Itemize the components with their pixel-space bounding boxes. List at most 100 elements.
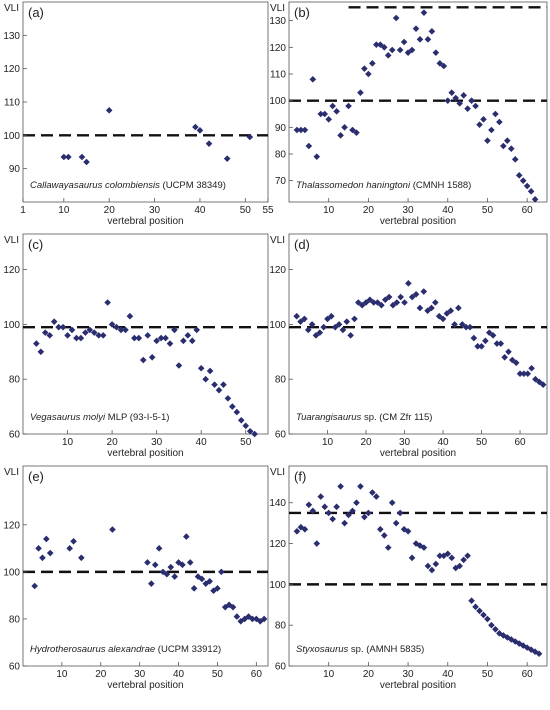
data-point (435, 312, 443, 320)
data-point (380, 44, 388, 51)
data-point (105, 107, 113, 114)
specimen-id: sp. (AMNH 5835) (348, 644, 424, 655)
x-tick-label: 60 (251, 669, 263, 680)
data-point (388, 499, 396, 507)
data-point (70, 537, 77, 545)
y-tick-label: 120 (3, 265, 20, 276)
data-point (78, 554, 85, 562)
data-point (424, 36, 432, 43)
specimen-id: (UCPM 33912) (155, 644, 221, 655)
x-tick-label: 20 (363, 669, 375, 680)
data-point (37, 348, 45, 356)
data-point (317, 493, 325, 500)
x-tick-label: 60 (514, 437, 526, 448)
data-point (321, 503, 329, 511)
data-point (349, 507, 356, 515)
data-point (451, 321, 458, 328)
data-point (524, 370, 532, 378)
data-point (478, 343, 485, 350)
y-tick-label: 110 (270, 70, 286, 81)
data-point (365, 509, 372, 517)
data-point (470, 334, 478, 342)
y-tick-label: 60 (275, 430, 287, 441)
x-tick-label: 60 (522, 205, 534, 216)
data-point (237, 417, 245, 424)
specimen-id: (UCPM 38349) (160, 180, 226, 191)
data-point (443, 310, 451, 317)
y-axis-label: VLI (270, 3, 285, 14)
data-point (404, 528, 412, 535)
data-point (416, 304, 424, 312)
y-axis-label: VLI (4, 467, 19, 478)
data-point (532, 375, 539, 383)
data-point (480, 116, 487, 123)
data-point (175, 362, 183, 369)
data-point (376, 525, 384, 533)
data-point (468, 597, 475, 604)
data-point (420, 544, 428, 551)
data-point (501, 353, 508, 361)
data-point (305, 501, 313, 509)
specimen-id: sp. (CM Zfr 115) (361, 412, 432, 423)
y-tick-label: 60 (9, 430, 21, 441)
x-tick-label: 50 (240, 437, 252, 448)
data-point (108, 321, 116, 328)
chart-panel-4: 60 80 100 120 10 20 30 40 50 60 VLI vertebral posit… (269, 233, 548, 459)
x-tick-label: 20 (107, 437, 119, 448)
y-tick-label: 70 (275, 176, 287, 187)
data-point (83, 158, 90, 166)
data-point (408, 46, 416, 54)
data-point (362, 299, 370, 306)
chart-panel-3: 60 80 100 120 10 20 30 40 50 VLI vertebral positio… (3, 233, 269, 459)
data-point (46, 332, 54, 339)
y-tick-label: 80 (9, 614, 21, 625)
y-tick-label: 120 (269, 539, 286, 550)
chart-panel-6: 60 80 100 120 140 10 20 30 40 50 60 VLI vertebral po… (269, 465, 548, 691)
data-point (462, 323, 470, 331)
data-point (251, 430, 258, 438)
data-point (337, 132, 344, 139)
data-point (211, 381, 218, 388)
data-point (131, 334, 138, 342)
data-point (329, 515, 336, 523)
data-point (122, 326, 129, 334)
data-point (293, 312, 301, 320)
x-tick-label: 20 (363, 205, 375, 216)
data-point (333, 503, 340, 511)
data-point (515, 172, 523, 179)
data-point (321, 110, 329, 118)
data-point (361, 65, 368, 72)
data-point (293, 528, 301, 535)
y-axis-label: VLI (4, 3, 19, 14)
data-point (404, 49, 412, 56)
data-point (432, 560, 440, 568)
species-name: Vegasaurus molyi (30, 412, 106, 423)
data-point (313, 153, 321, 160)
y-tick-label: 100 (3, 320, 20, 331)
data-point (324, 315, 331, 323)
data-point (31, 582, 38, 590)
data-point (345, 102, 352, 110)
data-point (440, 62, 448, 70)
data-point (496, 630, 503, 637)
data-point (388, 46, 396, 54)
data-point (527, 646, 535, 653)
data-point (297, 126, 305, 134)
y-tick-label: 90 (275, 123, 287, 134)
panel-label: (e) (28, 469, 44, 484)
data-point (104, 299, 111, 306)
x-axis-label: vertebral position (380, 216, 456, 227)
x-tick-label: 20 (360, 437, 372, 448)
data-point (458, 321, 466, 328)
data-point (528, 364, 535, 372)
data-point (349, 126, 356, 134)
data-point (447, 307, 455, 315)
data-point (365, 70, 372, 78)
x-tick-label: 10 (58, 205, 70, 216)
data-point (428, 566, 436, 574)
x-axis-label: vertebral position (380, 680, 456, 691)
data-point (401, 299, 408, 306)
y-tick-label: 130 (3, 31, 20, 42)
data-point (488, 126, 495, 134)
y-tick-label: 100 (3, 131, 20, 142)
